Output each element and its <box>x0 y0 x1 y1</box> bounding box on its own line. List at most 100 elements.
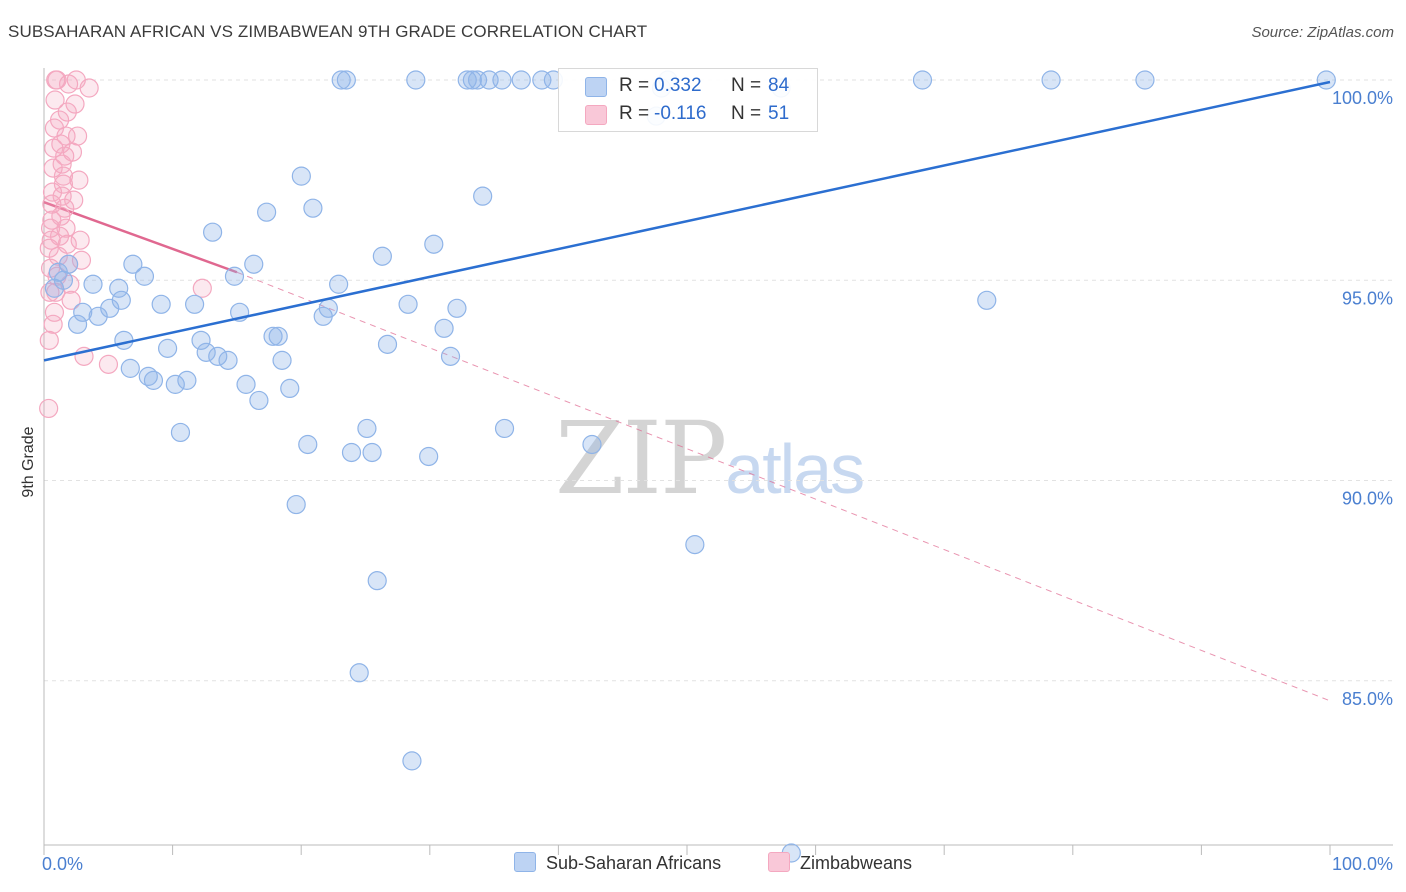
point-sub-saharan-african <box>434 318 454 338</box>
point-sub-saharan-african <box>424 234 444 254</box>
point-sub-saharan-african <box>398 294 418 314</box>
point-zimbabwean <box>70 230 90 250</box>
legend-swatch-pink <box>768 852 790 872</box>
axes <box>43 68 1393 855</box>
point-sub-saharan-african <box>83 274 103 294</box>
source-label: Source: ZipAtlas.com <box>1251 24 1394 41</box>
point-zimbabwean <box>61 290 81 310</box>
r-label-pink: R = <box>619 103 650 124</box>
x-tick-label-min: 0.0% <box>42 854 83 874</box>
point-zimbabwean <box>65 94 85 114</box>
point-sub-saharan-african <box>177 370 197 390</box>
r-value-blue: 0.332 <box>654 75 702 96</box>
point-zimbabwean <box>49 226 70 246</box>
points-sub-saharan-africans <box>44 70 1336 863</box>
point-sub-saharan-african <box>280 378 300 399</box>
point-sub-saharan-african <box>257 202 277 222</box>
point-sub-saharan-african <box>303 198 323 218</box>
point-sub-saharan-african <box>123 254 143 274</box>
legend-item-sub-saharan-africans[interactable]: Sub-Saharan Africans <box>514 852 721 876</box>
point-sub-saharan-african <box>203 222 223 242</box>
point-sub-saharan-african <box>685 535 705 555</box>
point-zimbabwean <box>49 110 70 130</box>
point-sub-saharan-african <box>143 370 164 390</box>
point-sub-saharan-african <box>377 334 398 354</box>
point-zimbabwean <box>45 90 65 110</box>
point-sub-saharan-african <box>100 298 120 318</box>
y-axis-label: 9th Grade <box>20 426 37 497</box>
point-sub-saharan-african <box>1316 70 1336 90</box>
r-value-pink: -0.116 <box>654 103 707 124</box>
point-sub-saharan-african <box>157 338 178 358</box>
trend-line-pink-dashed <box>236 271 1331 702</box>
point-sub-saharan-african <box>291 166 311 186</box>
point-zimbabwean <box>39 330 59 350</box>
point-sub-saharan-african <box>532 70 552 90</box>
point-sub-saharan-african <box>362 442 382 463</box>
point-sub-saharan-african <box>263 326 283 346</box>
point-sub-saharan-african <box>329 274 349 294</box>
swatch-blue <box>585 77 607 97</box>
trend-line-blue <box>43 80 1331 362</box>
stats-legend: R = 0.332 N = 84 R = -0.116 N = 51 <box>558 68 818 132</box>
point-sub-saharan-african <box>511 70 531 90</box>
point-sub-saharan-african <box>165 374 185 394</box>
point-zimbabwean <box>79 78 99 98</box>
point-sub-saharan-african <box>331 70 351 90</box>
legend-item-zimbabweans[interactable]: Zimbabweans <box>768 852 912 876</box>
point-sub-saharan-african <box>582 434 602 455</box>
trend-sub-saharan-africans <box>43 80 1331 362</box>
point-sub-saharan-african <box>349 663 369 683</box>
point-sub-saharan-african <box>447 298 467 318</box>
point-sub-saharan-african <box>185 294 205 314</box>
point-sub-saharan-african <box>977 290 997 310</box>
point-sub-saharan-african <box>53 270 74 290</box>
r-label-blue: R = <box>619 75 650 96</box>
point-sub-saharan-african <box>336 70 356 90</box>
point-zimbabwean <box>53 174 74 194</box>
legend-label-blue: Sub-Saharan Africans <box>546 853 722 873</box>
n-label-pink: N = <box>731 103 762 124</box>
point-zimbabwean <box>98 354 119 374</box>
point-sub-saharan-african <box>357 418 377 439</box>
points-zimbabweans <box>39 70 212 419</box>
point-sub-saharan-african <box>196 342 216 362</box>
y-tick-label: 100.0% <box>1332 88 1393 108</box>
point-sub-saharan-african <box>268 326 288 346</box>
watermark-atlas: atlas <box>725 430 865 508</box>
point-sub-saharan-african <box>224 266 245 286</box>
watermark: ZIPatlas <box>555 400 865 517</box>
point-sub-saharan-african <box>208 346 228 366</box>
n-label-blue: N = <box>731 75 762 96</box>
point-sub-saharan-african <box>111 290 131 310</box>
legend-label-pink: Zimbabweans <box>800 853 913 873</box>
point-sub-saharan-african <box>67 314 88 334</box>
point-sub-saharan-african <box>218 350 238 370</box>
point-zimbabwean <box>64 190 84 210</box>
point-sub-saharan-african <box>406 70 426 90</box>
point-sub-saharan-african <box>272 350 292 370</box>
point-sub-saharan-african <box>372 246 392 266</box>
point-sub-saharan-african <box>341 442 362 463</box>
point-sub-saharan-african <box>249 390 269 411</box>
point-zimbabwean <box>71 250 92 270</box>
point-sub-saharan-african <box>440 346 461 366</box>
legend-swatch-blue <box>514 852 536 872</box>
point-sub-saharan-african <box>88 306 108 326</box>
point-sub-saharan-african <box>58 254 79 274</box>
trend-zimbabweans <box>43 200 1331 702</box>
point-sub-saharan-african <box>191 330 211 350</box>
point-zimbabwean <box>62 142 83 162</box>
point-sub-saharan-african <box>457 70 477 90</box>
trend-line-pink <box>43 200 238 274</box>
point-sub-saharan-african <box>170 422 191 443</box>
point-zimbabwean <box>47 70 67 90</box>
point-sub-saharan-african <box>367 571 387 591</box>
point-sub-saharan-african <box>109 278 129 298</box>
x-tick-label-max: 100.0% <box>1332 854 1393 874</box>
point-sub-saharan-african <box>1041 70 1061 90</box>
point-sub-saharan-african <box>151 294 171 314</box>
y-tick-label: 90.0% <box>1342 489 1393 509</box>
point-zimbabwean <box>43 158 63 178</box>
